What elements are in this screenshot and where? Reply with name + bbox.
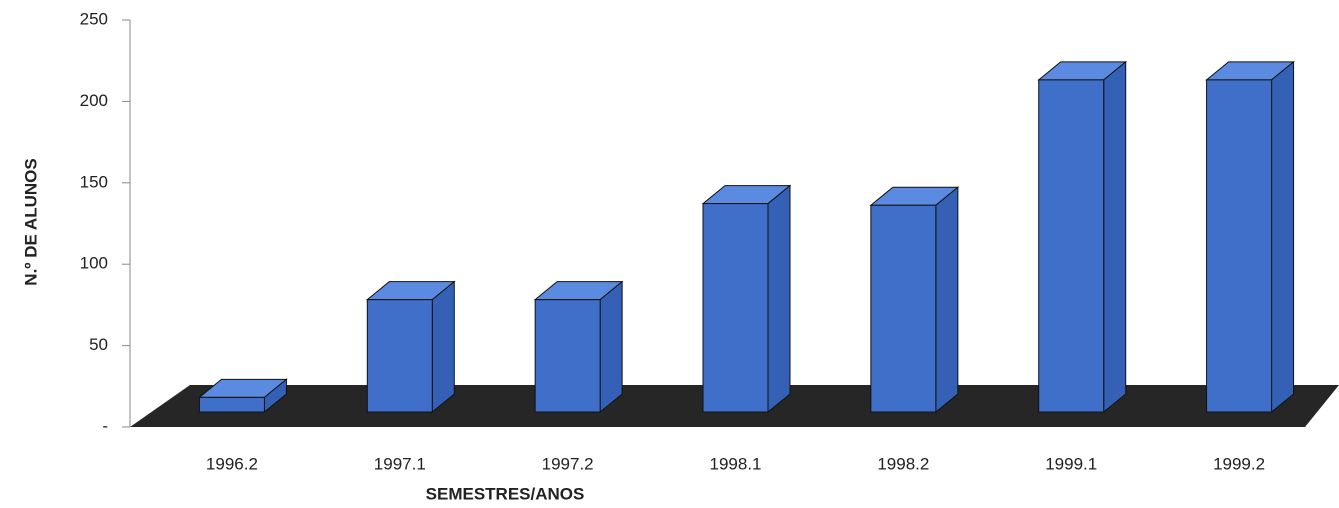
- bar-side: [767, 184, 791, 414]
- y-tick-label: 50: [89, 335, 108, 354]
- bar-side: [431, 280, 455, 414]
- bar-side: [599, 280, 623, 414]
- x-tick-label: 1999.2: [1213, 454, 1265, 473]
- y-tick-label: 250: [80, 9, 108, 28]
- x-tick-label: 1997.1: [374, 454, 426, 473]
- x-tick-label: 1997.2: [542, 454, 594, 473]
- bar-side: [1103, 60, 1127, 414]
- x-axis-title: SEMESTRES/ANOS: [426, 484, 585, 503]
- bar: [870, 204, 937, 413]
- bar: [534, 299, 601, 413]
- y-tick-label: 200: [80, 91, 108, 110]
- y-tick-label: -: [102, 416, 108, 435]
- x-tick-label: 1996.2: [206, 454, 258, 473]
- x-tick-label: 1998.1: [710, 454, 762, 473]
- bar-side: [1271, 60, 1295, 414]
- bar: [1038, 79, 1105, 413]
- y-tick-label: 150: [80, 172, 108, 191]
- y-axis-title: N.º DE ALUNOS: [21, 158, 40, 285]
- x-tick-label: 1999.1: [1045, 454, 1097, 473]
- bar: [198, 396, 265, 413]
- bar: [702, 203, 769, 413]
- x-tick-label: 1998.2: [877, 454, 929, 473]
- bar: [366, 299, 433, 413]
- bar-side: [935, 186, 959, 414]
- y-tick-label: 100: [80, 254, 108, 273]
- bar: [1206, 79, 1273, 413]
